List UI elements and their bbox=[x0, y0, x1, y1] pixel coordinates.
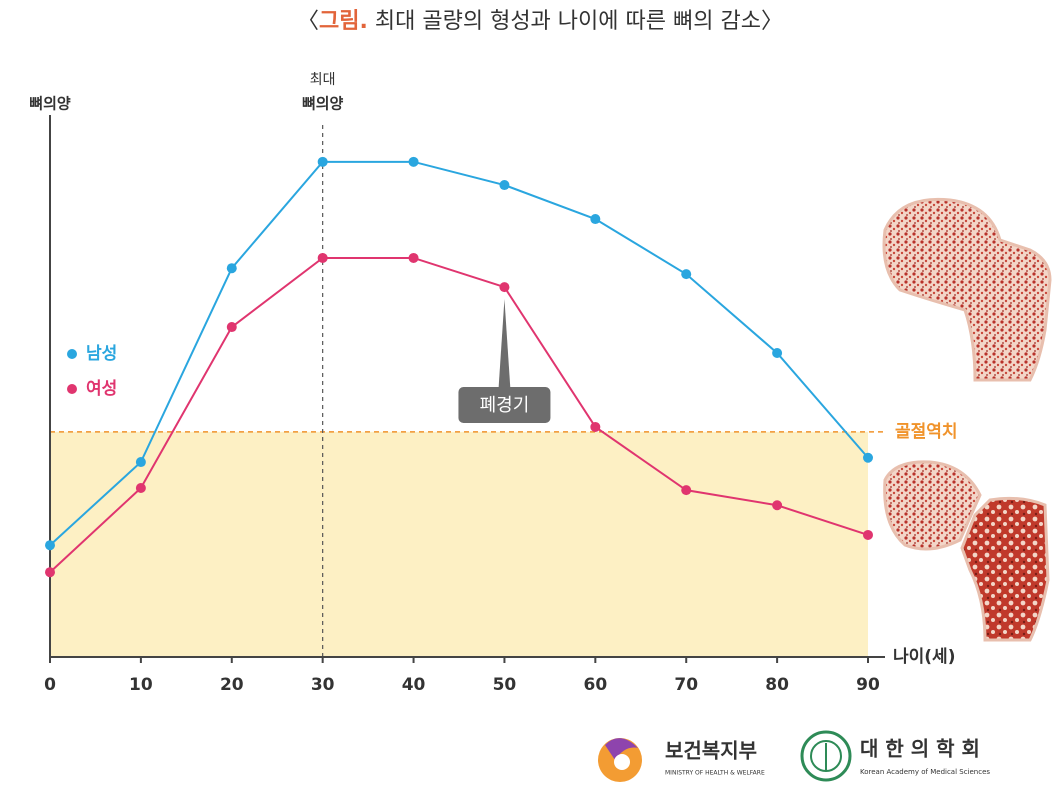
logo-text: 대 한 의 학 회 bbox=[860, 737, 980, 761]
data-point bbox=[863, 529, 873, 540]
title-open: 〈 bbox=[297, 9, 319, 34]
logo-subtitle: Korean Academy of Medical Sciences bbox=[860, 768, 990, 776]
title-close: 〉 bbox=[761, 9, 783, 34]
data-point bbox=[408, 156, 419, 167]
x-tick-label: 0 bbox=[44, 675, 56, 695]
chart-title: 〈그림. 최대 골량의 형성과 나이에 따른 뼈의 감소〉 bbox=[297, 9, 783, 34]
data-point bbox=[772, 347, 783, 358]
title-label: 그림. bbox=[319, 9, 368, 34]
x-tick-label: 30 bbox=[311, 675, 335, 695]
data-point bbox=[590, 421, 601, 432]
data-point bbox=[681, 485, 692, 496]
peak-label: 최대 bbox=[310, 72, 336, 88]
fractured-bone bbox=[883, 460, 1050, 642]
data-point bbox=[226, 263, 237, 274]
x-tick-label: 90 bbox=[856, 675, 880, 695]
legend-marker bbox=[67, 384, 77, 394]
data-point bbox=[45, 567, 55, 578]
data-point bbox=[499, 180, 510, 191]
x-axis-label: 나이(세) bbox=[893, 647, 955, 667]
peak-label: 뼈의양 bbox=[302, 95, 344, 113]
x-tick-label: 50 bbox=[493, 675, 517, 695]
x-tick-label: 80 bbox=[765, 675, 789, 695]
x-tick-label: 70 bbox=[674, 675, 698, 695]
data-point bbox=[863, 452, 873, 463]
data-point bbox=[135, 482, 146, 493]
legend-label: 여성 bbox=[86, 379, 117, 399]
x-tick-label: 60 bbox=[583, 675, 607, 695]
legend-marker bbox=[67, 349, 77, 359]
healthy-bone bbox=[882, 197, 1052, 382]
data-point bbox=[45, 540, 55, 551]
data-point bbox=[590, 214, 601, 225]
menopause-pointer bbox=[498, 299, 511, 390]
data-point bbox=[135, 457, 146, 468]
data-point bbox=[772, 500, 783, 511]
x-tick-label: 20 bbox=[220, 675, 244, 695]
x-tick-label: 10 bbox=[129, 675, 153, 695]
x-tick-label: 40 bbox=[402, 675, 426, 695]
series-line bbox=[49, 160, 869, 546]
data-point bbox=[317, 252, 328, 263]
data-point bbox=[499, 282, 510, 293]
data-point bbox=[226, 322, 237, 333]
logo-kams: 대 한 의 학 회 Korean Academy of Medical Scie… bbox=[800, 730, 990, 782]
y-axis-label: 뼈의양 bbox=[29, 95, 71, 113]
menopause-box bbox=[458, 387, 551, 423]
title-text: 최대 골량의 형성과 나이에 따른 뼈의 감소 bbox=[375, 9, 761, 34]
legend-label: 남성 bbox=[86, 344, 117, 364]
menopause-label: 폐경기 bbox=[480, 395, 530, 416]
logo-text: 보건복지부 bbox=[665, 739, 757, 763]
data-point bbox=[681, 269, 692, 280]
logo-subtitle: MINISTRY OF HEALTH & WELFARE bbox=[665, 770, 765, 777]
threshold-area bbox=[50, 431, 868, 657]
threshold-label: 골절역치 bbox=[895, 421, 958, 442]
series-line bbox=[49, 256, 869, 573]
data-point bbox=[408, 252, 419, 263]
logo-mohw: 보건복지부 MINISTRY OF HEALTH & WELFARE bbox=[598, 738, 765, 782]
data-point bbox=[317, 156, 328, 167]
